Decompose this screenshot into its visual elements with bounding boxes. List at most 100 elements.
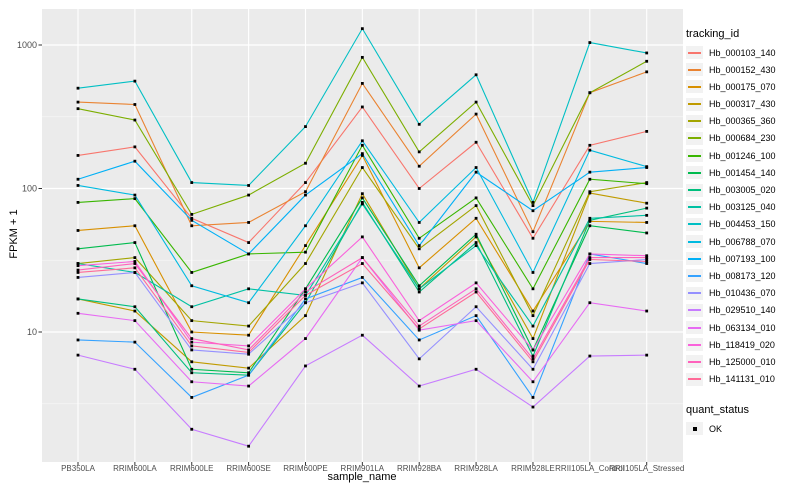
data-point bbox=[588, 301, 592, 305]
series-color-key-icon bbox=[686, 200, 703, 214]
data-point bbox=[76, 184, 80, 187]
x-tick-label: RRII105LA_Control bbox=[555, 464, 625, 473]
data-point bbox=[304, 224, 307, 228]
data-point bbox=[417, 384, 421, 388]
data-point bbox=[133, 118, 137, 122]
legend-item-Hb_006788_070: Hb_006788_070 bbox=[686, 235, 798, 249]
data-point bbox=[304, 364, 307, 368]
series-color-key-icon bbox=[686, 321, 703, 334]
data-point bbox=[588, 41, 592, 44]
data-point bbox=[304, 161, 307, 165]
data-point bbox=[133, 159, 137, 163]
data-point bbox=[417, 244, 421, 248]
legend-item-Hb_003125_040: Hb_003125_040 bbox=[686, 200, 798, 214]
data-point bbox=[474, 305, 478, 309]
data-point bbox=[360, 201, 364, 204]
x-tick-label: PB350LA bbox=[61, 464, 95, 473]
data-point bbox=[247, 348, 251, 352]
data-point bbox=[76, 247, 80, 251]
legend-item-Hb_000317_430: Hb_000317_430 bbox=[686, 97, 798, 111]
data-point bbox=[247, 344, 251, 348]
data-point bbox=[304, 193, 307, 197]
y-axis-tick-labels: 10 100 1000 bbox=[17, 40, 37, 337]
legend-item-Hb_001246_100: Hb_001246_100 bbox=[686, 149, 798, 163]
data-point bbox=[247, 301, 251, 305]
data-point bbox=[76, 262, 80, 265]
series-color-key-icon bbox=[686, 338, 703, 352]
data-point bbox=[531, 354, 535, 358]
data-point bbox=[531, 360, 535, 364]
data-point bbox=[133, 271, 137, 274]
data-point bbox=[76, 353, 80, 357]
data-point bbox=[474, 170, 478, 174]
data-point bbox=[247, 324, 251, 328]
data-point bbox=[531, 236, 535, 240]
data-point bbox=[417, 287, 421, 291]
data-point bbox=[360, 82, 364, 85]
series-color-key-icon bbox=[686, 303, 703, 317]
data-point bbox=[360, 27, 364, 31]
data-point bbox=[360, 154, 364, 157]
data-point bbox=[474, 166, 478, 169]
legend-item-label: Hb_029510_140 bbox=[709, 305, 776, 316]
y-tick-label: 10 bbox=[27, 327, 37, 337]
series-color-key-icon bbox=[686, 97, 703, 111]
legend-item-ok: OK bbox=[686, 422, 798, 435]
legend-item-label: Hb_000317_430 bbox=[709, 99, 776, 110]
x-tick-label: RRIM928BA bbox=[397, 464, 442, 473]
legend-item-label: Hb_001454_140 bbox=[709, 167, 776, 178]
data-point bbox=[360, 202, 364, 206]
data-point bbox=[417, 122, 421, 126]
data-point bbox=[645, 206, 649, 210]
data-point bbox=[190, 181, 194, 184]
data-point bbox=[133, 340, 137, 344]
legend-item-Hb_000365_360: Hb_000365_360 bbox=[686, 114, 798, 128]
y-axis-title: FPKM + 1 bbox=[8, 209, 20, 259]
data-point bbox=[133, 103, 137, 106]
legend-item-Hb_000175_070: Hb_000175_070 bbox=[686, 80, 798, 94]
data-point bbox=[133, 241, 137, 244]
legend-item-Hb_063134_010: Hb_063134_010 bbox=[686, 321, 798, 334]
data-point bbox=[360, 256, 364, 259]
data-point bbox=[360, 105, 364, 109]
legend-item-Hb_000103_140: Hb_000103_140 bbox=[686, 46, 798, 59]
data-point bbox=[133, 367, 137, 371]
data-point bbox=[76, 311, 80, 315]
legend-item-label: Hb_006788_070 bbox=[709, 236, 776, 247]
data-point bbox=[588, 256, 592, 259]
data-point bbox=[417, 266, 421, 270]
data-point bbox=[247, 184, 251, 187]
data-point bbox=[417, 319, 421, 323]
x-tick-label: RRIM928LA bbox=[454, 464, 498, 473]
data-point bbox=[417, 221, 421, 224]
series-color-key-icon bbox=[686, 131, 703, 145]
data-point bbox=[190, 360, 194, 364]
data-point bbox=[645, 353, 649, 357]
x-tick-label: RRII105LA_Stressed bbox=[609, 464, 684, 473]
data-point bbox=[588, 170, 592, 174]
data-point bbox=[417, 357, 421, 361]
data-point bbox=[304, 290, 307, 294]
data-point bbox=[531, 271, 535, 274]
data-point bbox=[645, 166, 649, 169]
data-point bbox=[304, 297, 307, 301]
data-point bbox=[247, 241, 251, 244]
data-point bbox=[474, 112, 478, 116]
data-point bbox=[588, 216, 592, 220]
data-point bbox=[190, 284, 194, 288]
legend-item-Hb_004453_150: Hb_004453_150 bbox=[686, 217, 798, 231]
data-point bbox=[190, 396, 194, 399]
series-color-key-icon bbox=[686, 63, 703, 77]
data-point bbox=[588, 218, 592, 222]
data-point bbox=[474, 367, 478, 371]
data-point bbox=[76, 100, 80, 104]
legend-item-Hb_000152_430: Hb_000152_430 bbox=[686, 63, 798, 77]
series-color-key-icon bbox=[686, 114, 703, 128]
data-point bbox=[247, 373, 251, 377]
data-point bbox=[247, 221, 251, 224]
x-tick-label: RRIM600LE bbox=[170, 464, 214, 473]
series-color-key-icon bbox=[686, 149, 703, 163]
data-point bbox=[474, 216, 478, 220]
data-point bbox=[360, 235, 364, 239]
